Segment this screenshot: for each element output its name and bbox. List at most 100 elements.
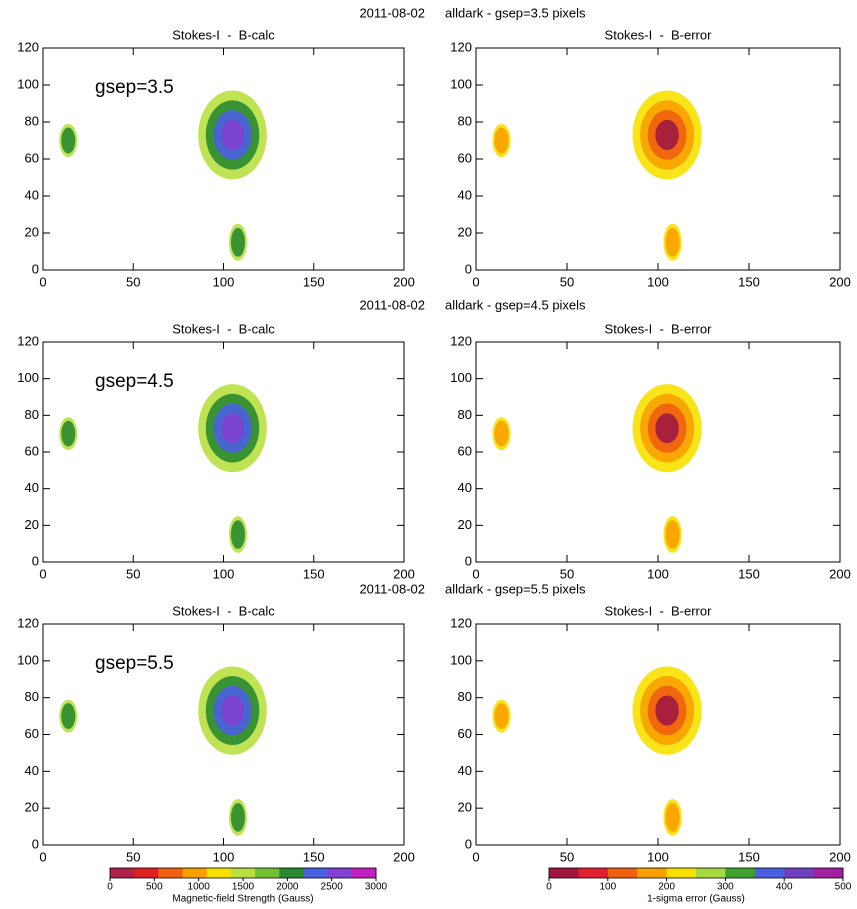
y-tick-label: 80 (25, 113, 39, 128)
y-tick-label: 80 (25, 407, 39, 422)
y-tick-label: 40 (458, 480, 472, 495)
y-tick-label: 20 (458, 517, 472, 532)
colorbar-tick-label: 300 (717, 882, 734, 893)
y-tick-label: 20 (25, 517, 39, 532)
y-tick-label: 100 (17, 76, 39, 91)
y-tick-label: 40 (25, 763, 39, 778)
x-tick-label: 0 (39, 566, 46, 581)
region (494, 703, 509, 730)
y-tick-label: 120 (450, 615, 472, 630)
colorbar-tick-label: 1500 (232, 882, 255, 893)
x-tick-label: 50 (560, 849, 574, 864)
y-tick-label: 120 (17, 615, 39, 630)
x-tick-label: 200 (393, 274, 415, 289)
colorbar-swatch (784, 868, 815, 878)
colorbar-tick-label: 400 (776, 882, 793, 893)
y-tick-label: 60 (458, 443, 472, 458)
y-tick-label: 80 (25, 689, 39, 704)
annotation: gsep=5.5 (95, 653, 174, 674)
header-text: alldark - gsep=3.5 pixels (445, 5, 586, 20)
x-tick-label: 100 (647, 566, 669, 581)
panel-title: Stokes-I - B-error (605, 321, 713, 336)
x-tick-label: 100 (647, 849, 669, 864)
region (61, 127, 76, 154)
panel-title: Stokes-I - B-calc (172, 603, 275, 618)
header-text: alldark - gsep=5.5 pixels (445, 581, 586, 596)
x-tick-label: 0 (472, 849, 479, 864)
x-tick-label: 50 (560, 274, 574, 289)
region (655, 413, 679, 444)
y-tick-label: 80 (458, 407, 472, 422)
region (220, 119, 245, 151)
x-tick-label: 100 (647, 274, 669, 289)
y-tick-label: 100 (450, 370, 472, 385)
x-tick-label: 150 (303, 566, 325, 581)
x-tick-label: 200 (829, 274, 851, 289)
region (494, 127, 509, 154)
region (61, 420, 76, 447)
region (494, 420, 509, 447)
y-tick-label: 0 (32, 261, 39, 276)
colorbar-swatch (303, 868, 329, 878)
colorbar-swatch (607, 868, 638, 878)
colorbar-swatch (255, 868, 280, 878)
y-tick-label: 60 (25, 150, 39, 165)
colorbar-tick-label: 100 (599, 882, 616, 893)
colorbar-swatch (578, 868, 609, 878)
x-tick-label: 200 (393, 566, 415, 581)
y-tick-label: 60 (25, 443, 39, 458)
annotation: gsep=4.5 (95, 371, 174, 392)
colorbar-tick-label: 500 (146, 882, 163, 893)
y-tick-label: 60 (458, 150, 472, 165)
panel-title: Stokes-I - B-calc (172, 321, 275, 336)
x-tick-label: 50 (126, 566, 140, 581)
y-tick-label: 120 (450, 333, 472, 348)
y-tick-label: 0 (465, 261, 472, 276)
y-tick-label: 20 (458, 224, 472, 239)
colorbar-tick-label: 0 (546, 882, 552, 893)
region (665, 520, 680, 549)
colorbar-swatch (279, 868, 304, 878)
region (655, 119, 679, 151)
x-tick-label: 200 (829, 849, 851, 864)
region (230, 803, 245, 832)
y-tick-label: 0 (465, 553, 472, 568)
x-tick-label: 0 (472, 274, 479, 289)
y-tick-label: 0 (32, 836, 39, 851)
colorbar-label: 1-sigma error (Gauss) (647, 894, 745, 905)
x-tick-label: 200 (829, 566, 851, 581)
x-tick-label: 50 (560, 566, 574, 581)
panel-title: Stokes-I - B-error (605, 603, 713, 618)
colorbar-swatch (813, 868, 844, 878)
header-text: alldark - gsep=4.5 pixels (445, 297, 586, 312)
x-tick-label: 100 (213, 274, 235, 289)
y-tick-label: 100 (17, 370, 39, 385)
x-tick-label: 150 (303, 849, 325, 864)
colorbar-tick-label: 500 (835, 882, 852, 893)
y-tick-label: 40 (25, 187, 39, 202)
x-tick-label: 50 (126, 849, 140, 864)
colorbar-frame (548, 867, 844, 879)
region (665, 803, 680, 832)
y-tick-label: 100 (17, 652, 39, 667)
region (230, 520, 245, 549)
colorbar-swatch (725, 868, 756, 878)
header-date: 2011-08-02 (359, 297, 425, 312)
y-tick-label: 0 (465, 836, 472, 851)
header-date: 2011-08-02 (359, 581, 425, 596)
y-tick-label: 40 (458, 763, 472, 778)
x-tick-label: 150 (303, 274, 325, 289)
colorbar-tick-label: 200 (658, 882, 675, 893)
colorbar-swatch (230, 868, 256, 878)
colorbar-swatch (637, 868, 668, 878)
colorbar-swatch (666, 868, 697, 878)
x-tick-label: 100 (213, 849, 235, 864)
y-tick-label: 20 (25, 800, 39, 815)
y-tick-label: 60 (25, 726, 39, 741)
x-tick-label: 0 (39, 849, 46, 864)
colorbar-swatch (110, 868, 135, 878)
y-tick-label: 20 (25, 224, 39, 239)
x-tick-label: 50 (126, 274, 140, 289)
colorbar-swatch (696, 868, 726, 878)
